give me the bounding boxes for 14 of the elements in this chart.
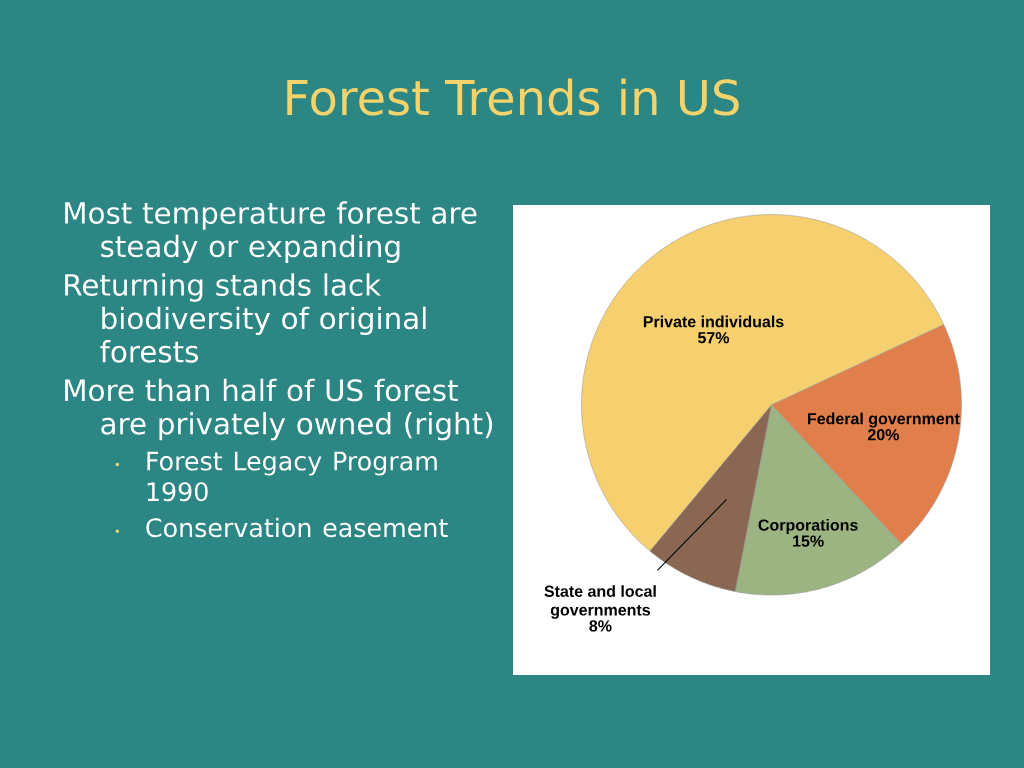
slice-label: Federal government <box>808 412 960 428</box>
chart-title: Forest Trends in US <box>287 78 739 116</box>
text: More than half of US forest are privately owned (right) <box>65 378 493 441</box>
data-label: 20% <box>867 429 899 441</box>
text: Forest Legacy Program 1990 <box>147 451 437 502</box>
slice-label: State and local governments <box>544 585 656 619</box>
slice-label: Private individuals <box>643 315 784 328</box>
slice-label: Corporations <box>758 518 858 534</box>
text: Conservation easement <box>146 517 448 538</box>
data-label: 8% <box>589 620 612 632</box>
data-label: 57% <box>697 332 730 344</box>
data-label: 15% <box>793 535 824 547</box>
text: Returning stands lack biodiversity of original forests <box>65 273 426 363</box>
text: Most temperature forest are steady or expanding <box>65 201 477 264</box>
